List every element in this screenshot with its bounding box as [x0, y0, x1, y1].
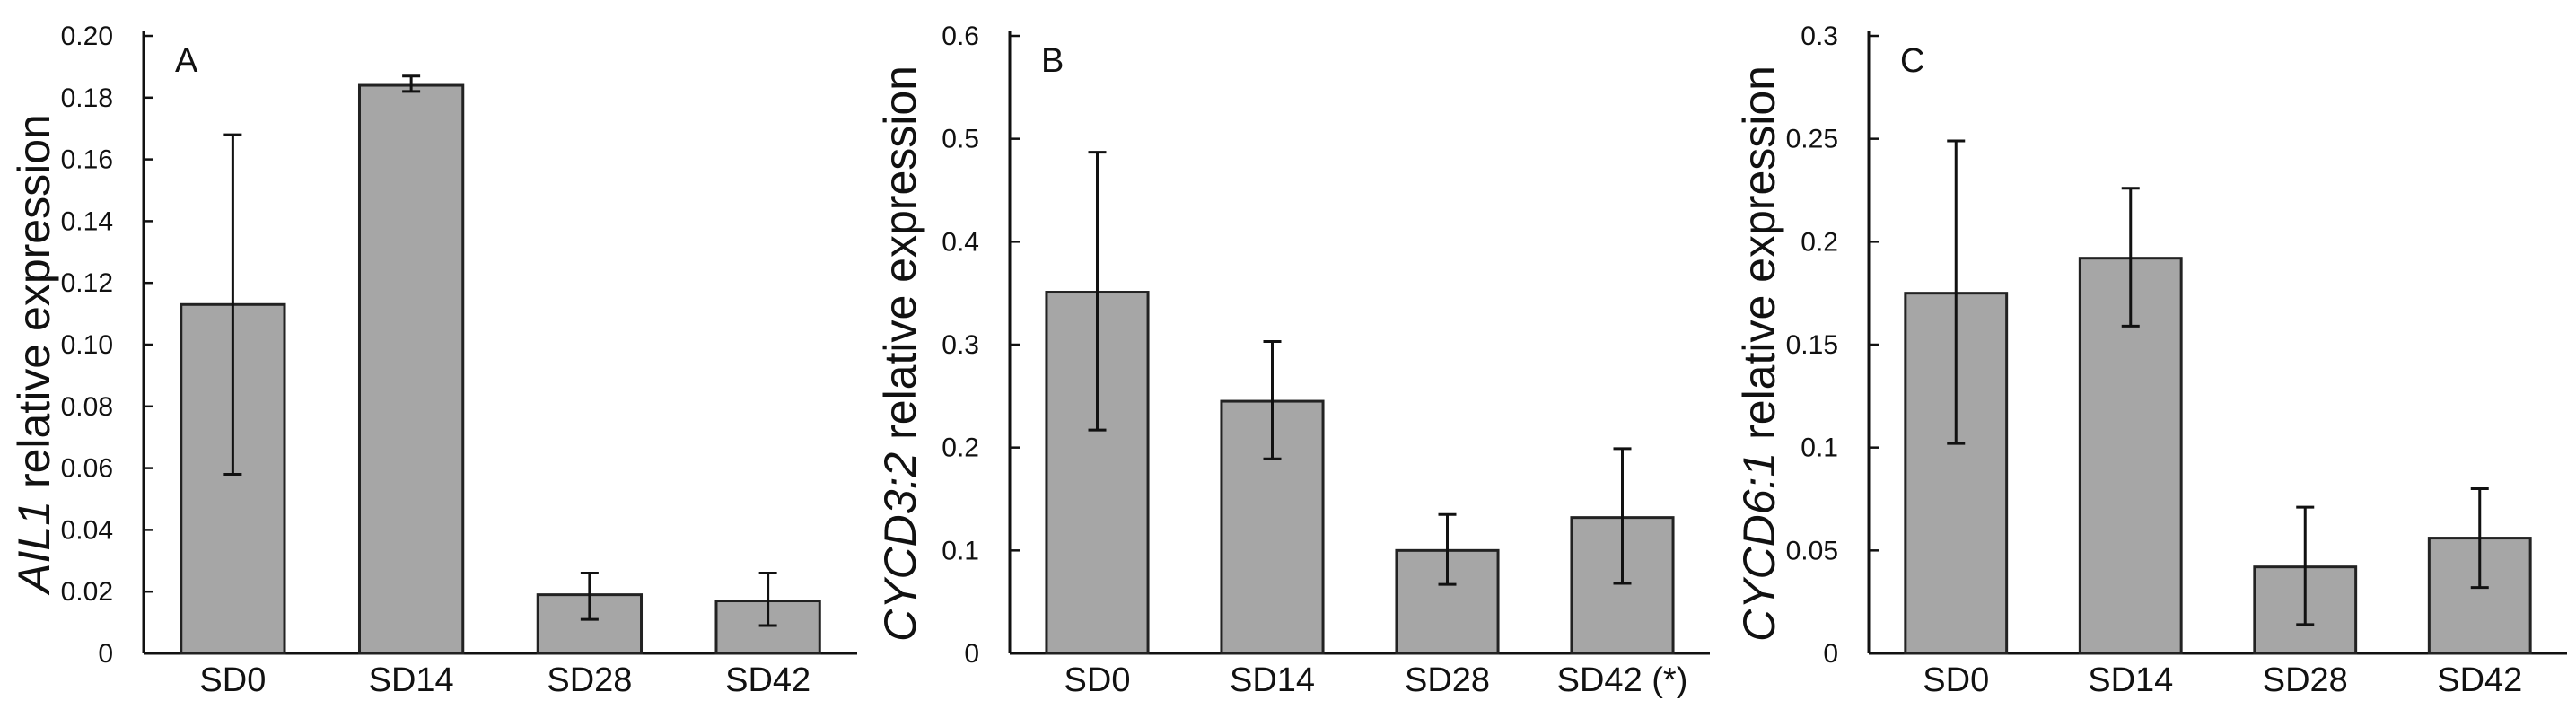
x-tick-label: SD42 (*) — [1557, 661, 1688, 699]
y-tick-label: 0.18 — [61, 83, 113, 113]
y-axis-label-rest: relative expression — [875, 66, 925, 452]
x-tick-label: SD14 — [2088, 661, 2173, 699]
y-axis-label: CYCD3:2 relative expression — [875, 66, 925, 642]
y-tick-label: 0.3 — [1801, 22, 1838, 51]
y-tick-label: 0.16 — [61, 145, 113, 175]
y-tick-label: 0.06 — [61, 454, 113, 484]
y-tick-label: 0.08 — [61, 392, 113, 422]
panel-label: B — [1041, 42, 1064, 80]
y-tick-label: 0.4 — [942, 227, 979, 257]
x-tick-label: SD14 — [1230, 661, 1315, 699]
x-tick-label: SD28 — [547, 661, 632, 699]
bar-sd0 — [180, 302, 286, 655]
bar-sd42 — [714, 600, 821, 655]
y-axis-label-rest: relative expression — [1734, 66, 1784, 452]
chart-panel-a: 0 0.02 0.04 0.06 0.08 0.10 0.12 0.14 0.16 0.18 0.2… — [9, 22, 857, 699]
y-tick-label: 0.6 — [942, 22, 979, 51]
y-tick-label: 0.05 — [1786, 536, 1838, 565]
y-tick-label: 0.3 — [942, 330, 979, 360]
chart-panel-c: 0 0.05 0.1 0.15 0.2 0.25 0.3 C CYCD6:1 relative … — [1734, 22, 2567, 699]
x-tick-label: SD42 — [725, 661, 810, 699]
y-tick-label: 0.04 — [61, 515, 113, 545]
y-axis-label: CYCD6:1 relative expression — [1734, 66, 1784, 642]
y-tick-label: 0.14 — [61, 206, 113, 236]
y-tick-label: 0.5 — [942, 125, 979, 154]
bar-sd14 — [357, 83, 465, 655]
x-tick-label: SD28 — [1405, 661, 1490, 699]
y-tick-label: 0.1 — [1801, 433, 1838, 463]
y-tick-label: 0.20 — [61, 22, 113, 51]
y-tick-label: 0.2 — [1801, 227, 1838, 257]
y-axis-label-gene: CYCD6:1 — [1734, 452, 1784, 642]
x-tick-label: SD0 — [1923, 661, 1989, 699]
panel-label: A — [175, 42, 198, 80]
y-tick-label: 0.02 — [61, 577, 113, 607]
y-tick-label: 0.2 — [942, 433, 979, 463]
x-tick-label: SD28 — [2263, 661, 2348, 699]
y-axis-label-gene: CYCD3:2 — [875, 452, 925, 642]
y-tick-label: 0.10 — [61, 330, 113, 360]
x-tick-label: SD0 — [199, 661, 266, 699]
y-tick-label: 0 — [98, 639, 113, 669]
y-tick-label: 0.15 — [1786, 330, 1838, 360]
x-tick-label: SD0 — [1065, 661, 1131, 699]
y-tick-label: 0.1 — [942, 536, 979, 565]
y-tick-label: 0.25 — [1786, 125, 1838, 154]
y-tick-label: 0.12 — [61, 268, 113, 298]
y-axis-label-rest: relative expression — [9, 114, 59, 501]
y-axis-label: AIL1 relative expression — [9, 114, 59, 596]
y-tick-label: 0 — [1823, 639, 1838, 669]
panel-label: C — [1900, 42, 1924, 80]
y-axis-label-gene: AIL1 — [9, 501, 59, 596]
y-tick-label: 0 — [964, 639, 979, 669]
chart-panel-b: 0 0.1 0.2 0.3 0.4 0.5 0.6 B CYCD3:2 relative exp… — [875, 22, 1710, 699]
x-tick-label: SD14 — [369, 661, 454, 699]
x-tick-label: SD42 — [2437, 661, 2522, 699]
